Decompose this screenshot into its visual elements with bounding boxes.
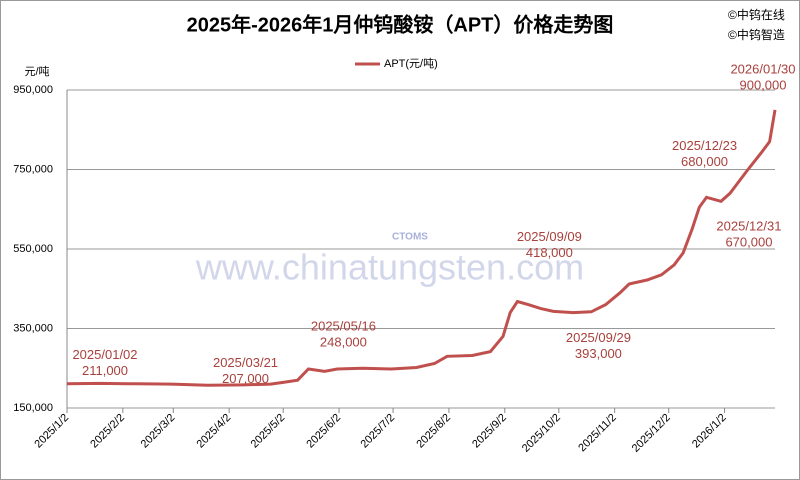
annotation-value: 211,000 xyxy=(82,363,128,378)
annotation-date: 2025/09/09 xyxy=(517,229,582,244)
annotation-value: 670,000 xyxy=(725,235,772,250)
y-tick-label: 150,000 xyxy=(13,402,53,414)
watermark: ©中钨在线 xyxy=(728,7,785,22)
y-tick-label: 350,000 xyxy=(13,322,53,334)
annotation-date: 2025/09/29 xyxy=(566,330,631,345)
watermark: www.chinatungsten.com xyxy=(195,247,584,288)
annotation-date: 2025/05/16 xyxy=(311,318,376,333)
annotation-date: 2025/01/02 xyxy=(72,347,137,362)
annotation-date: 2025/12/23 xyxy=(672,138,737,153)
annotation-value: 418,000 xyxy=(526,245,573,260)
annotation-date: 2025/03/21 xyxy=(213,355,278,370)
line xyxy=(66,109,777,387)
y-tick-label: 950,000 xyxy=(13,84,53,96)
chart-title: 2025年-2026年1月仲钨酸铵（APT）价格走势图 xyxy=(187,12,614,36)
y-unit: 元/吨 xyxy=(24,65,49,78)
watermark: CTOMS xyxy=(392,232,428,243)
annotation-value: 680,000 xyxy=(681,154,728,169)
legend-label: APT(元/吨) xyxy=(384,57,438,70)
annotation-value: 393,000 xyxy=(575,346,622,361)
watermark: ©中钨智造 xyxy=(728,27,785,42)
annotation-value: 248,000 xyxy=(320,334,367,349)
annotation-date: 2026/01/30 xyxy=(730,61,795,76)
y-tick-label: 550,000 xyxy=(13,243,53,255)
y-tick-label: 750,000 xyxy=(13,163,53,175)
annotation-date: 2025/12/31 xyxy=(716,219,781,234)
annotation-value: 900,000 xyxy=(740,77,787,92)
annotation-value: 207,000 xyxy=(222,371,269,386)
